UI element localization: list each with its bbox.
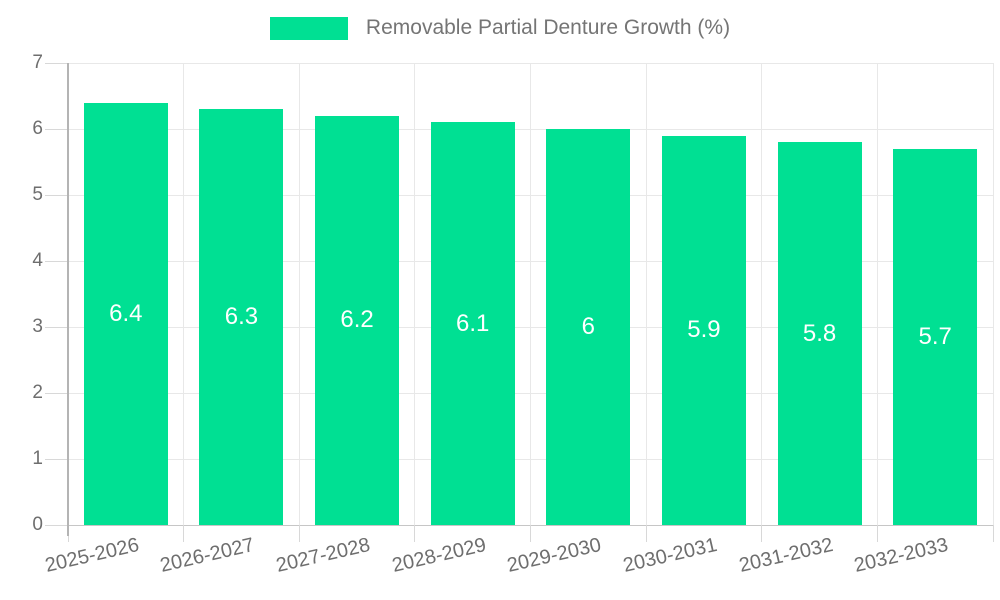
y-axis-label: 7 — [32, 52, 43, 73]
bar: 6.2 — [315, 115, 400, 525]
bar-value-label: 6 — [581, 313, 595, 340]
bar-value-label: 6.4 — [109, 299, 143, 327]
x-tick — [645, 525, 647, 542]
y-tick — [45, 194, 68, 196]
bar: 6.4 — [83, 102, 168, 525]
bar: 6.1 — [430, 122, 515, 525]
gridline-v — [645, 63, 647, 525]
y-tick — [45, 392, 68, 394]
x-tick — [183, 525, 185, 542]
gridline-v — [876, 63, 878, 525]
y-axis-label: 2 — [32, 382, 43, 403]
bar-value-label: 5.9 — [687, 316, 721, 344]
y-tick — [45, 128, 68, 130]
gridline-v — [761, 63, 763, 525]
x-tick — [876, 525, 878, 542]
gridline-v — [530, 63, 531, 525]
gridline-v — [298, 63, 300, 525]
plot-area: 6.4 6.3 6.2 6.1 6 5.9 5.8 5.7 0 1 2 3 4 5 6 7 2025-2026… — [32, 52, 994, 577]
bar-value-label: 6.2 — [340, 306, 374, 334]
bar: 5.9 — [661, 135, 746, 525]
legend-swatch-icon — [269, 16, 348, 40]
x-tick — [761, 525, 763, 542]
gridline-v — [992, 63, 994, 525]
bar: 6.3 — [199, 109, 284, 525]
y-axis-label: 0 — [32, 514, 43, 535]
y-tick — [45, 326, 68, 328]
x-tick — [992, 525, 994, 542]
y-axis-label: 4 — [32, 250, 43, 271]
bar: 6 — [546, 129, 631, 525]
y-tick — [45, 260, 68, 262]
y-tick — [45, 62, 68, 64]
y-axis-label: 3 — [32, 316, 43, 337]
x-tick — [298, 525, 300, 542]
bar: 5.8 — [777, 142, 862, 525]
y-tick — [45, 524, 68, 526]
gridline-v — [414, 63, 416, 525]
bar-value-label: 6.1 — [456, 309, 490, 337]
gridline-v — [183, 63, 185, 525]
x-tick — [530, 525, 531, 542]
y-axis-line — [67, 63, 69, 536]
bar-value-label: 5.8 — [802, 319, 837, 347]
y-axis-label: 6 — [32, 118, 43, 139]
bar-value-label: 5.7 — [918, 322, 952, 350]
x-tick — [414, 525, 416, 542]
bar: 5.7 — [893, 148, 978, 525]
legend-label: Removable Partial Denture Growth (%) — [365, 16, 731, 39]
legend-item[interactable]: Removable Partial Denture Growth (%) — [269, 16, 731, 40]
y-axis-label: 5 — [32, 184, 43, 205]
y-tick — [45, 458, 68, 460]
bar-value-label: 6.3 — [224, 303, 259, 331]
chart-legend: Removable Partial Denture Growth (%) — [0, 16, 1000, 40]
y-axis-label: 1 — [32, 448, 43, 469]
